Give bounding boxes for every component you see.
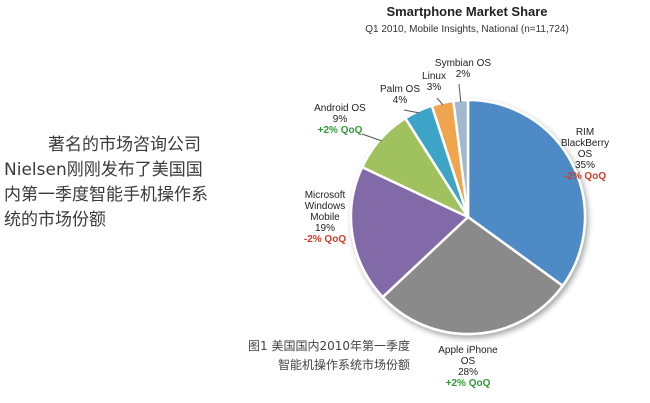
slice-change: -2% QoQ bbox=[304, 234, 346, 245]
caption-line: 图1 美国国内2010年第一季度 bbox=[248, 339, 410, 353]
intro-line: 著名的市场咨询公司 bbox=[48, 135, 201, 155]
figure-caption: 图1 美国国内2010年第一季度 智能机操作系统市场份额 bbox=[248, 337, 410, 375]
leader-line bbox=[361, 133, 382, 142]
slice-value: 4% bbox=[393, 95, 408, 106]
leader-line bbox=[436, 97, 444, 106]
slice-label: Apple iPhone OS 28% +2% QoQ bbox=[438, 345, 498, 389]
intro-text: 著名的市场咨询公司 Nielsen刚刚发布了美国国 内第一季度智能手机操作系 统… bbox=[4, 133, 242, 233]
slice-label: Palm OS 4% bbox=[380, 84, 420, 106]
slice-label: Linux 3% bbox=[422, 71, 446, 93]
slice-label: Android OS 9% +2% QoQ bbox=[314, 103, 366, 136]
intro-line: 内第一季度智能手机操作系 bbox=[4, 185, 208, 205]
slice-name: OS bbox=[578, 149, 593, 160]
chart-title: Smartphone Market Share bbox=[386, 4, 547, 19]
slice-name: Android OS bbox=[314, 103, 366, 114]
slice-value: 19% bbox=[315, 223, 335, 234]
slice-label: Symbian OS 2% bbox=[435, 58, 491, 80]
slice-name: Apple iPhone bbox=[438, 345, 498, 356]
slice-value: 3% bbox=[427, 82, 442, 93]
slice-name: OS bbox=[461, 356, 476, 367]
pie-slice-apple bbox=[380, 215, 565, 336]
slice-name: Mobile bbox=[310, 212, 340, 223]
slice-name: RIM bbox=[576, 127, 594, 138]
leader-line bbox=[403, 109, 420, 114]
chart-subtitle: Q1 2010, Mobile Insights, National (n=11… bbox=[365, 24, 569, 35]
slice-change: -2% QoQ bbox=[564, 171, 606, 182]
slice-label: RIM BlackBerry OS 35% -2% QoQ bbox=[561, 127, 609, 182]
slice-value: 35% bbox=[575, 160, 595, 171]
slice-name: Windows bbox=[305, 201, 346, 212]
slice-value: 9% bbox=[333, 114, 348, 125]
slice-name: BlackBerry bbox=[561, 138, 609, 149]
slice-change: +2% QoQ bbox=[318, 125, 363, 136]
caption-line: 智能机操作系统市场份额 bbox=[277, 358, 410, 372]
pie-slice-rim bbox=[466, 98, 587, 288]
slice-name: Palm OS bbox=[380, 84, 420, 95]
intro-line: 统的市场份额 bbox=[4, 210, 106, 230]
slice-label: Microsoft Windows Mobile 19% -2% QoQ bbox=[304, 190, 346, 245]
slice-name: Symbian OS bbox=[435, 58, 491, 69]
slice-change: +2% QoQ bbox=[446, 378, 491, 389]
slice-name: Linux bbox=[422, 71, 446, 82]
slice-value: 2% bbox=[456, 69, 471, 80]
intro-line: Nielsen刚刚发布了美国国 bbox=[4, 160, 203, 180]
pie-slice-windows bbox=[349, 165, 471, 299]
leader-line bbox=[458, 83, 462, 103]
slice-name: Microsoft bbox=[305, 190, 346, 201]
slice-value: 28% bbox=[458, 367, 478, 378]
